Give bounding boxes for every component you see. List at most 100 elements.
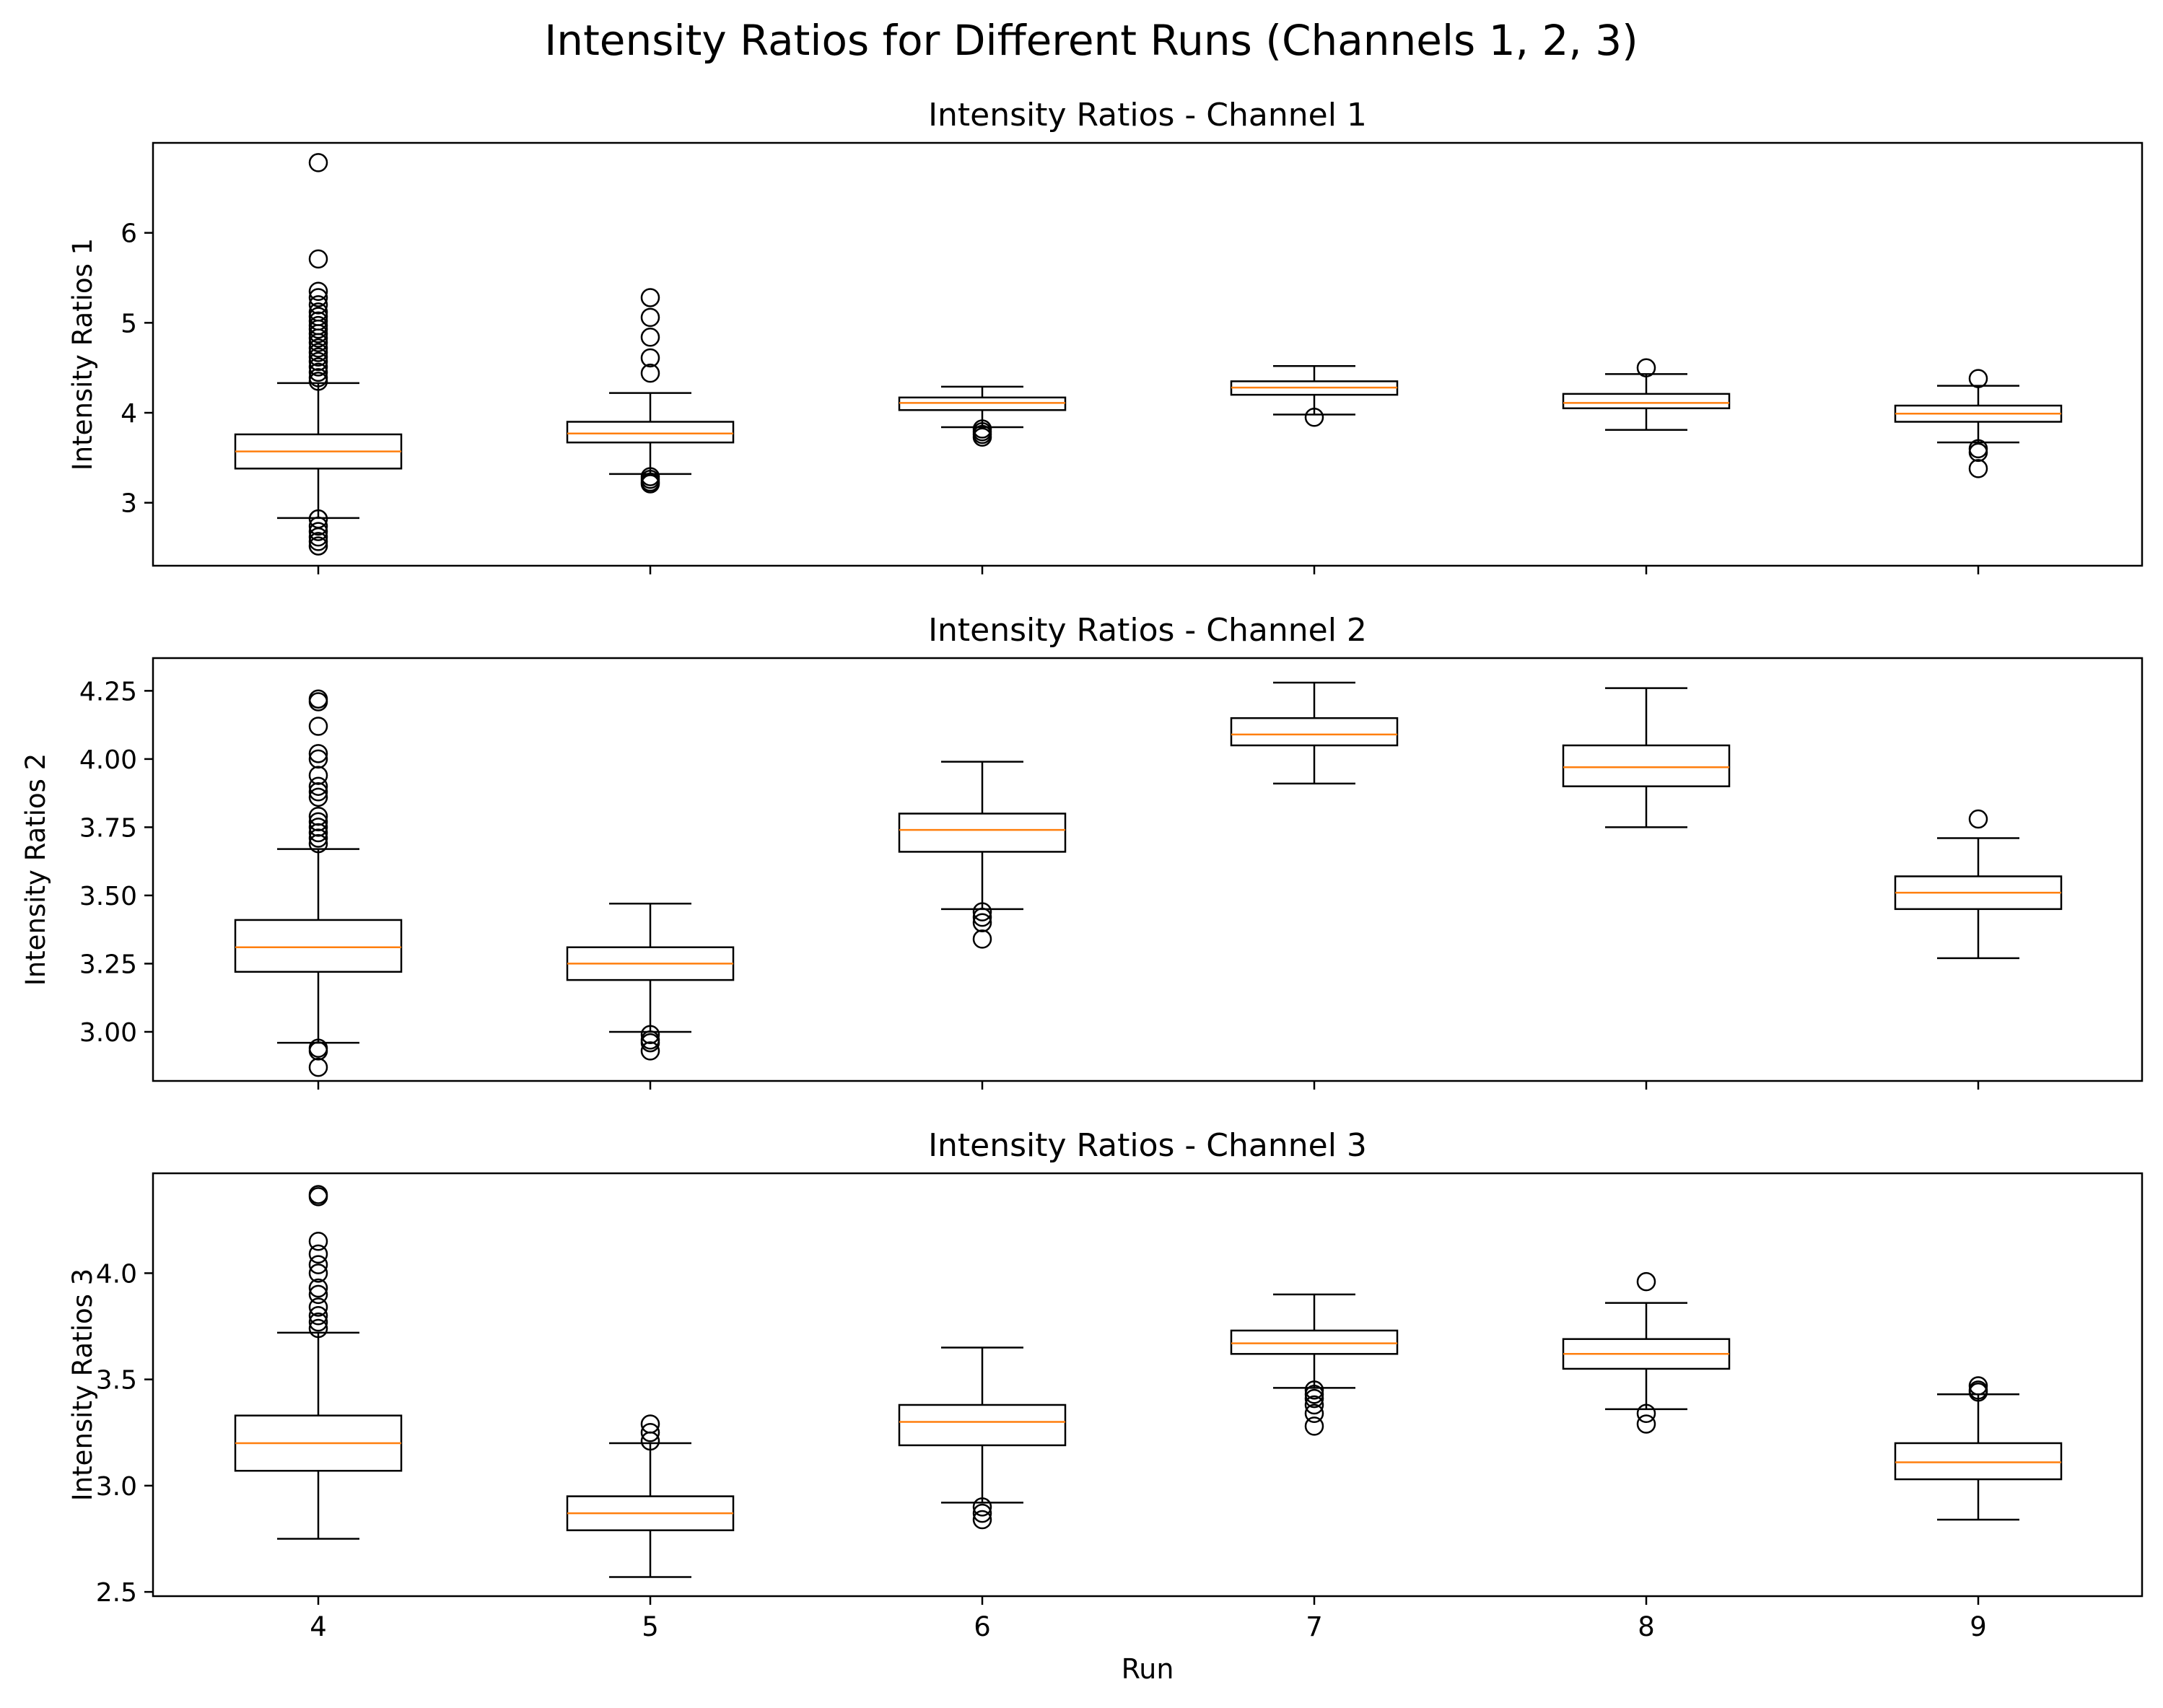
outlier-point bbox=[308, 347, 328, 367]
outlier-point bbox=[308, 357, 328, 377]
outlier-point bbox=[308, 812, 328, 832]
outlier-point bbox=[308, 516, 328, 536]
y-tick-label: 3 bbox=[121, 489, 137, 519]
outlier-point bbox=[1304, 1388, 1324, 1409]
x-tick-label: 6 bbox=[974, 1611, 991, 1642]
outlier-point bbox=[1636, 1271, 1656, 1292]
x-tick-label: 5 bbox=[642, 1611, 659, 1642]
box-run-9 bbox=[1894, 369, 2063, 478]
x-tick-label: 7 bbox=[1306, 1611, 1323, 1642]
outlier-point bbox=[308, 833, 328, 854]
y-tick-label: 4.25 bbox=[79, 677, 137, 706]
y-tick-label: 3.00 bbox=[79, 1018, 137, 1048]
outlier-point bbox=[308, 1306, 328, 1326]
box-run-6 bbox=[898, 385, 1067, 447]
axes-frame bbox=[152, 657, 2144, 1082]
iqr-box bbox=[898, 813, 1067, 853]
outlier-point bbox=[308, 1278, 328, 1298]
axes-frame bbox=[152, 1172, 2144, 1598]
outlier-point bbox=[308, 522, 328, 541]
iqr-box bbox=[1230, 717, 1399, 747]
outlier-point bbox=[308, 527, 328, 547]
outlier-point bbox=[1304, 1385, 1324, 1404]
outlier-point bbox=[308, 717, 328, 736]
y-tick-label: 4.00 bbox=[79, 745, 137, 775]
box-run-6 bbox=[898, 1346, 1067, 1530]
outlier-point bbox=[308, 343, 328, 362]
outlier-point bbox=[1636, 1414, 1656, 1434]
box-run-4 bbox=[234, 689, 403, 1077]
iqr-box bbox=[1230, 1329, 1399, 1355]
outlier-point bbox=[640, 1431, 660, 1451]
outlier-point bbox=[1304, 1403, 1324, 1424]
outlier-point bbox=[308, 749, 328, 769]
x-tick-label: 4 bbox=[310, 1611, 327, 1642]
iqr-box bbox=[1894, 1442, 2063, 1481]
outlier-point bbox=[1304, 1395, 1324, 1415]
iqr-box bbox=[898, 1403, 1067, 1447]
outlier-point bbox=[308, 1244, 328, 1264]
outlier-point bbox=[308, 288, 328, 307]
outlier-point bbox=[308, 828, 328, 848]
box-run-8 bbox=[1562, 1271, 1731, 1434]
outlier-point bbox=[308, 1318, 328, 1339]
outlier-point bbox=[308, 249, 328, 269]
outlier-point bbox=[308, 319, 328, 339]
outlier-point bbox=[1968, 442, 1988, 463]
outlier-point bbox=[308, 766, 328, 785]
y-tick-label: 3.25 bbox=[79, 950, 137, 979]
outlier-point bbox=[308, 1284, 328, 1305]
outlier-point bbox=[308, 1255, 328, 1274]
outlier-point bbox=[640, 474, 660, 494]
outlier-point bbox=[1968, 369, 1988, 388]
outlier-point bbox=[308, 1231, 328, 1251]
panel-2: Intensity Ratios - Channel 2 Intensity Ra… bbox=[20, 612, 2144, 1090]
outlier-point bbox=[1304, 1416, 1324, 1436]
y-tick-label: 5 bbox=[121, 309, 137, 338]
y-tick-label: 3.50 bbox=[79, 882, 137, 911]
y-tick-label: 4 bbox=[121, 399, 137, 429]
outlier-point bbox=[308, 1312, 328, 1332]
y-axis-label: Intensity Ratios 1 bbox=[67, 238, 98, 470]
box-run-7 bbox=[1230, 681, 1399, 785]
outlier-point bbox=[308, 532, 328, 551]
x-tick-label: 8 bbox=[1638, 1611, 1655, 1642]
box-run-4 bbox=[234, 153, 403, 556]
outlier-point bbox=[1968, 459, 1988, 478]
box-run-5 bbox=[566, 903, 735, 1061]
outlier-point bbox=[640, 328, 660, 347]
outlier-point bbox=[1636, 358, 1656, 377]
y-tick-label: 3.75 bbox=[79, 813, 137, 843]
outlier-point bbox=[308, 1041, 328, 1061]
y-tick-label: 4.0 bbox=[96, 1259, 137, 1289]
box-run-5 bbox=[566, 288, 735, 494]
y-axis-label: Intensity Ratios 3 bbox=[67, 1269, 98, 1501]
outlier-point bbox=[308, 324, 328, 343]
outlier-point bbox=[972, 427, 992, 447]
outlier-point bbox=[308, 333, 328, 353]
outlier-point bbox=[308, 295, 328, 315]
outlier-point bbox=[1968, 1376, 1988, 1396]
box-run-8 bbox=[1562, 687, 1731, 828]
box-run-9 bbox=[1894, 809, 2063, 960]
outlier-point bbox=[640, 1025, 660, 1044]
outlier-point bbox=[640, 288, 660, 307]
y-axis-label: Intensity Ratios 2 bbox=[20, 753, 51, 986]
outlier-point bbox=[308, 1187, 328, 1206]
outlier-point bbox=[1304, 408, 1324, 427]
outlier-point bbox=[972, 1510, 992, 1530]
box-run-6 bbox=[898, 761, 1067, 949]
y-tick-label: 2.5 bbox=[96, 1578, 137, 1608]
outlier-point bbox=[308, 1057, 328, 1077]
outlier-point bbox=[972, 1497, 992, 1517]
axes-frame bbox=[152, 141, 2144, 567]
box-run-7 bbox=[1230, 364, 1399, 427]
outlier-point bbox=[640, 363, 660, 383]
panel-title: Intensity Ratios - Channel 2 bbox=[928, 612, 1367, 649]
iqr-box bbox=[234, 919, 403, 973]
iqr-box bbox=[1562, 393, 1731, 410]
outlier-point bbox=[640, 307, 660, 328]
panel-title: Intensity Ratios - Channel 3 bbox=[928, 1127, 1367, 1164]
outlier-point bbox=[1304, 1380, 1324, 1400]
